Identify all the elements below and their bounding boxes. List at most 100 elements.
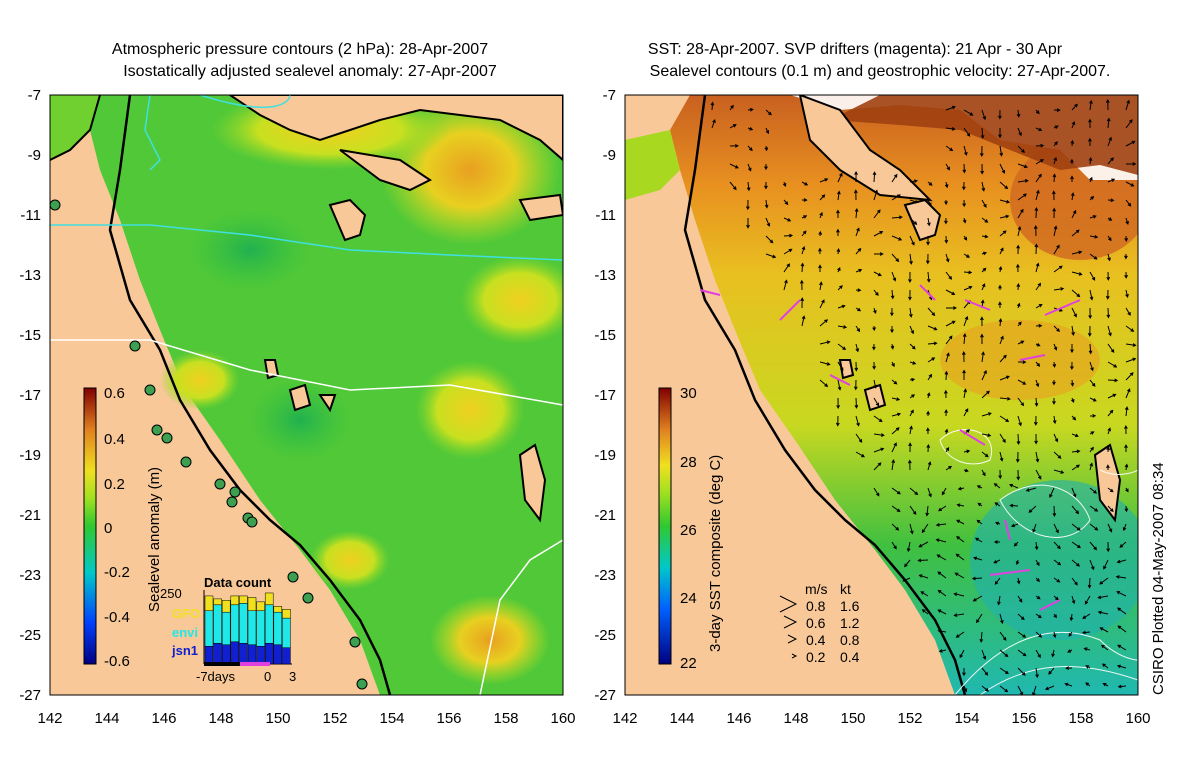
velocity-arrow bbox=[1070, 175, 1074, 183]
velocity-arrow bbox=[1089, 195, 1095, 201]
velocity-arrow bbox=[1085, 682, 1091, 687]
velocity-arrow bbox=[927, 181, 933, 186]
velocity-arrow bbox=[1089, 271, 1096, 281]
data-count-bar-3-envi bbox=[230, 604, 240, 643]
velocity-arrow bbox=[945, 253, 950, 263]
velocity-arrow bbox=[1053, 559, 1062, 566]
velocity-arrow bbox=[909, 409, 914, 417]
velocity-arrow bbox=[1088, 118, 1092, 129]
velocity-arrow bbox=[1035, 613, 1042, 619]
velocity-arrow bbox=[1106, 271, 1111, 281]
velocity-arrow bbox=[1052, 173, 1057, 183]
velocity-arrow bbox=[836, 209, 840, 219]
velocity-arrow bbox=[1071, 464, 1080, 471]
velocity-arrow bbox=[1069, 613, 1074, 622]
data-count-bar-5-jsn1 bbox=[247, 644, 257, 665]
velocity-arrow bbox=[973, 556, 983, 561]
velocity-arrow bbox=[997, 595, 1001, 606]
vel-row-0-ms: 0.8 bbox=[806, 598, 826, 614]
velocity-arrow bbox=[963, 388, 968, 399]
velocity-arrow bbox=[909, 325, 914, 335]
velocity-arrow bbox=[981, 251, 988, 256]
velocity-arrow bbox=[981, 412, 992, 417]
velocity-arrow bbox=[909, 361, 917, 365]
velocity-arrow bbox=[918, 541, 929, 548]
velocity-arrow bbox=[1052, 505, 1057, 517]
velocity-arrow bbox=[1052, 397, 1056, 405]
velocity-arrow bbox=[1051, 649, 1055, 658]
velocity-arrow bbox=[1089, 462, 1094, 471]
svg-text:154: 154 bbox=[379, 710, 404, 727]
velocity-arrow bbox=[891, 194, 901, 201]
velocity-arrow bbox=[1049, 487, 1055, 499]
velocity-arrow bbox=[925, 505, 930, 517]
velocity-arrow bbox=[1068, 631, 1073, 637]
velocity-arrow bbox=[902, 577, 911, 582]
velocity-arrow bbox=[1122, 523, 1127, 532]
velocity-arrow bbox=[974, 537, 983, 543]
velocity-arrow bbox=[956, 519, 965, 525]
velocity-arrow bbox=[1107, 217, 1113, 221]
velocity-arrow bbox=[999, 214, 1010, 219]
velocity-arrow bbox=[1017, 631, 1027, 638]
velocity-arrow bbox=[1071, 433, 1079, 438]
velocity-arrow bbox=[837, 379, 842, 391]
velocity-arrow bbox=[1089, 176, 1093, 183]
velocity-arrow bbox=[1028, 505, 1037, 513]
left-title-line2: Isostatically adjusted sealevel anomaly:… bbox=[123, 63, 497, 80]
velocity-arrow bbox=[1017, 397, 1025, 407]
velocity-arrow bbox=[909, 235, 915, 246]
velocity-arrow bbox=[981, 199, 987, 208]
velocity-arrow bbox=[1125, 388, 1131, 399]
velocity-arrow bbox=[1052, 361, 1057, 368]
velocity-arrow bbox=[872, 343, 876, 351]
data-count-bar-1-jsn1 bbox=[213, 643, 222, 665]
velocity-arrow bbox=[711, 118, 716, 129]
right-cb-tick-3: 24 bbox=[680, 590, 697, 607]
svg-text:144: 144 bbox=[669, 710, 694, 727]
velocity-arrow bbox=[837, 361, 844, 372]
velocity-arrow bbox=[1087, 577, 1092, 589]
velocity-arrow bbox=[1033, 225, 1038, 237]
velocity-arrow bbox=[855, 325, 861, 333]
velocity-arrow bbox=[1017, 321, 1022, 327]
data-count-bar-2-jsn1 bbox=[221, 644, 231, 665]
velocity-arrow bbox=[1125, 325, 1135, 332]
vel-row-3-kt: 0.4 bbox=[840, 649, 860, 665]
data-count-bar-8-envi bbox=[273, 611, 283, 646]
velocity-arrow bbox=[873, 447, 885, 453]
velocity-arrow bbox=[890, 289, 895, 300]
data-count-bar-5-gfo bbox=[247, 597, 257, 611]
velocity-arrow bbox=[1035, 303, 1043, 309]
velocity-arrow bbox=[909, 199, 919, 204]
svg-text:146: 146 bbox=[151, 710, 176, 727]
velocity-arrow bbox=[937, 629, 947, 633]
data-count-bar-0-jsn1 bbox=[204, 645, 214, 665]
velocity-arrow bbox=[1105, 289, 1110, 300]
velocity-arrow bbox=[963, 408, 969, 417]
velocity-arrow bbox=[909, 307, 913, 318]
velocity-arrow bbox=[783, 217, 792, 222]
velocity-arrow bbox=[1087, 325, 1092, 337]
velocity-arrow bbox=[855, 433, 863, 443]
svg-text:-23: -23 bbox=[19, 567, 41, 584]
velocity-arrow bbox=[1071, 577, 1078, 586]
velocity-arrow bbox=[1116, 591, 1127, 597]
velocity-arrow bbox=[1089, 253, 1098, 260]
velocity-arrow bbox=[872, 171, 877, 183]
velocity-arrow bbox=[819, 361, 831, 366]
velocity-arrow bbox=[945, 163, 950, 171]
velocity-arrow bbox=[937, 589, 947, 597]
velocity-arrow bbox=[1125, 119, 1133, 129]
velocity-arrow bbox=[1107, 157, 1114, 165]
velocity-arrow bbox=[1107, 427, 1111, 435]
velocity-arrow bbox=[1071, 559, 1080, 567]
velocity-arrow bbox=[981, 234, 989, 239]
velocity-arrow bbox=[1017, 595, 1023, 603]
velocity-arrow bbox=[1124, 235, 1129, 242]
velocity-arrow bbox=[953, 613, 965, 617]
velocity-arrow bbox=[1071, 229, 1080, 237]
velocity-arrow bbox=[710, 101, 715, 111]
velocity-arrow bbox=[1070, 397, 1075, 404]
velocity-arrow bbox=[1017, 208, 1024, 219]
